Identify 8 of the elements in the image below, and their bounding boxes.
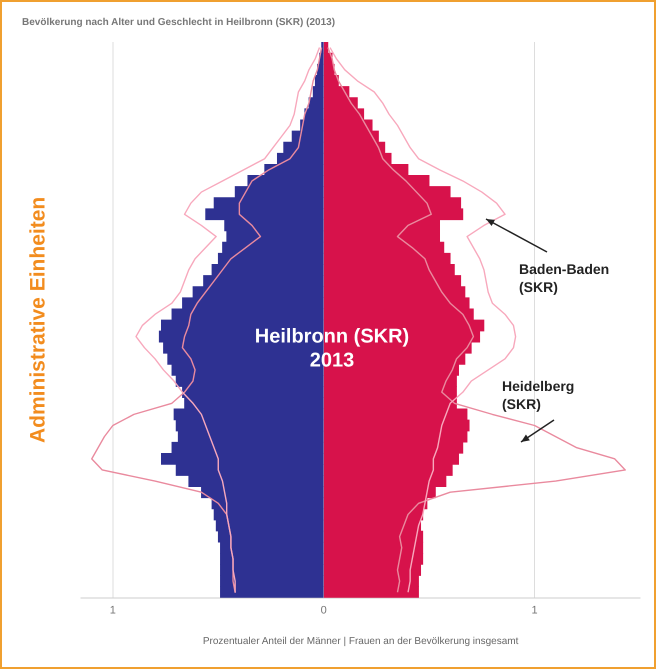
x-tick-label: 1 — [532, 604, 538, 616]
annotation: Baden-Baden (SKR) — [519, 260, 610, 295]
annotation: Heidelberg (SKR) — [502, 378, 574, 412]
x-axis-title: Prozentualer Anteil der Männer | Frauen an der Bevölkerung insgesamt — [202, 636, 519, 647]
x-tick-label: 0 — [320, 604, 327, 616]
chart-title: Bevölkerung nach Alter und Geschlecht in Heilbronn (SKR) (2013) — [22, 16, 336, 28]
y-axis-title: Administrative Einheiten — [26, 196, 50, 444]
x-tick-label: 1 — [110, 604, 116, 616]
